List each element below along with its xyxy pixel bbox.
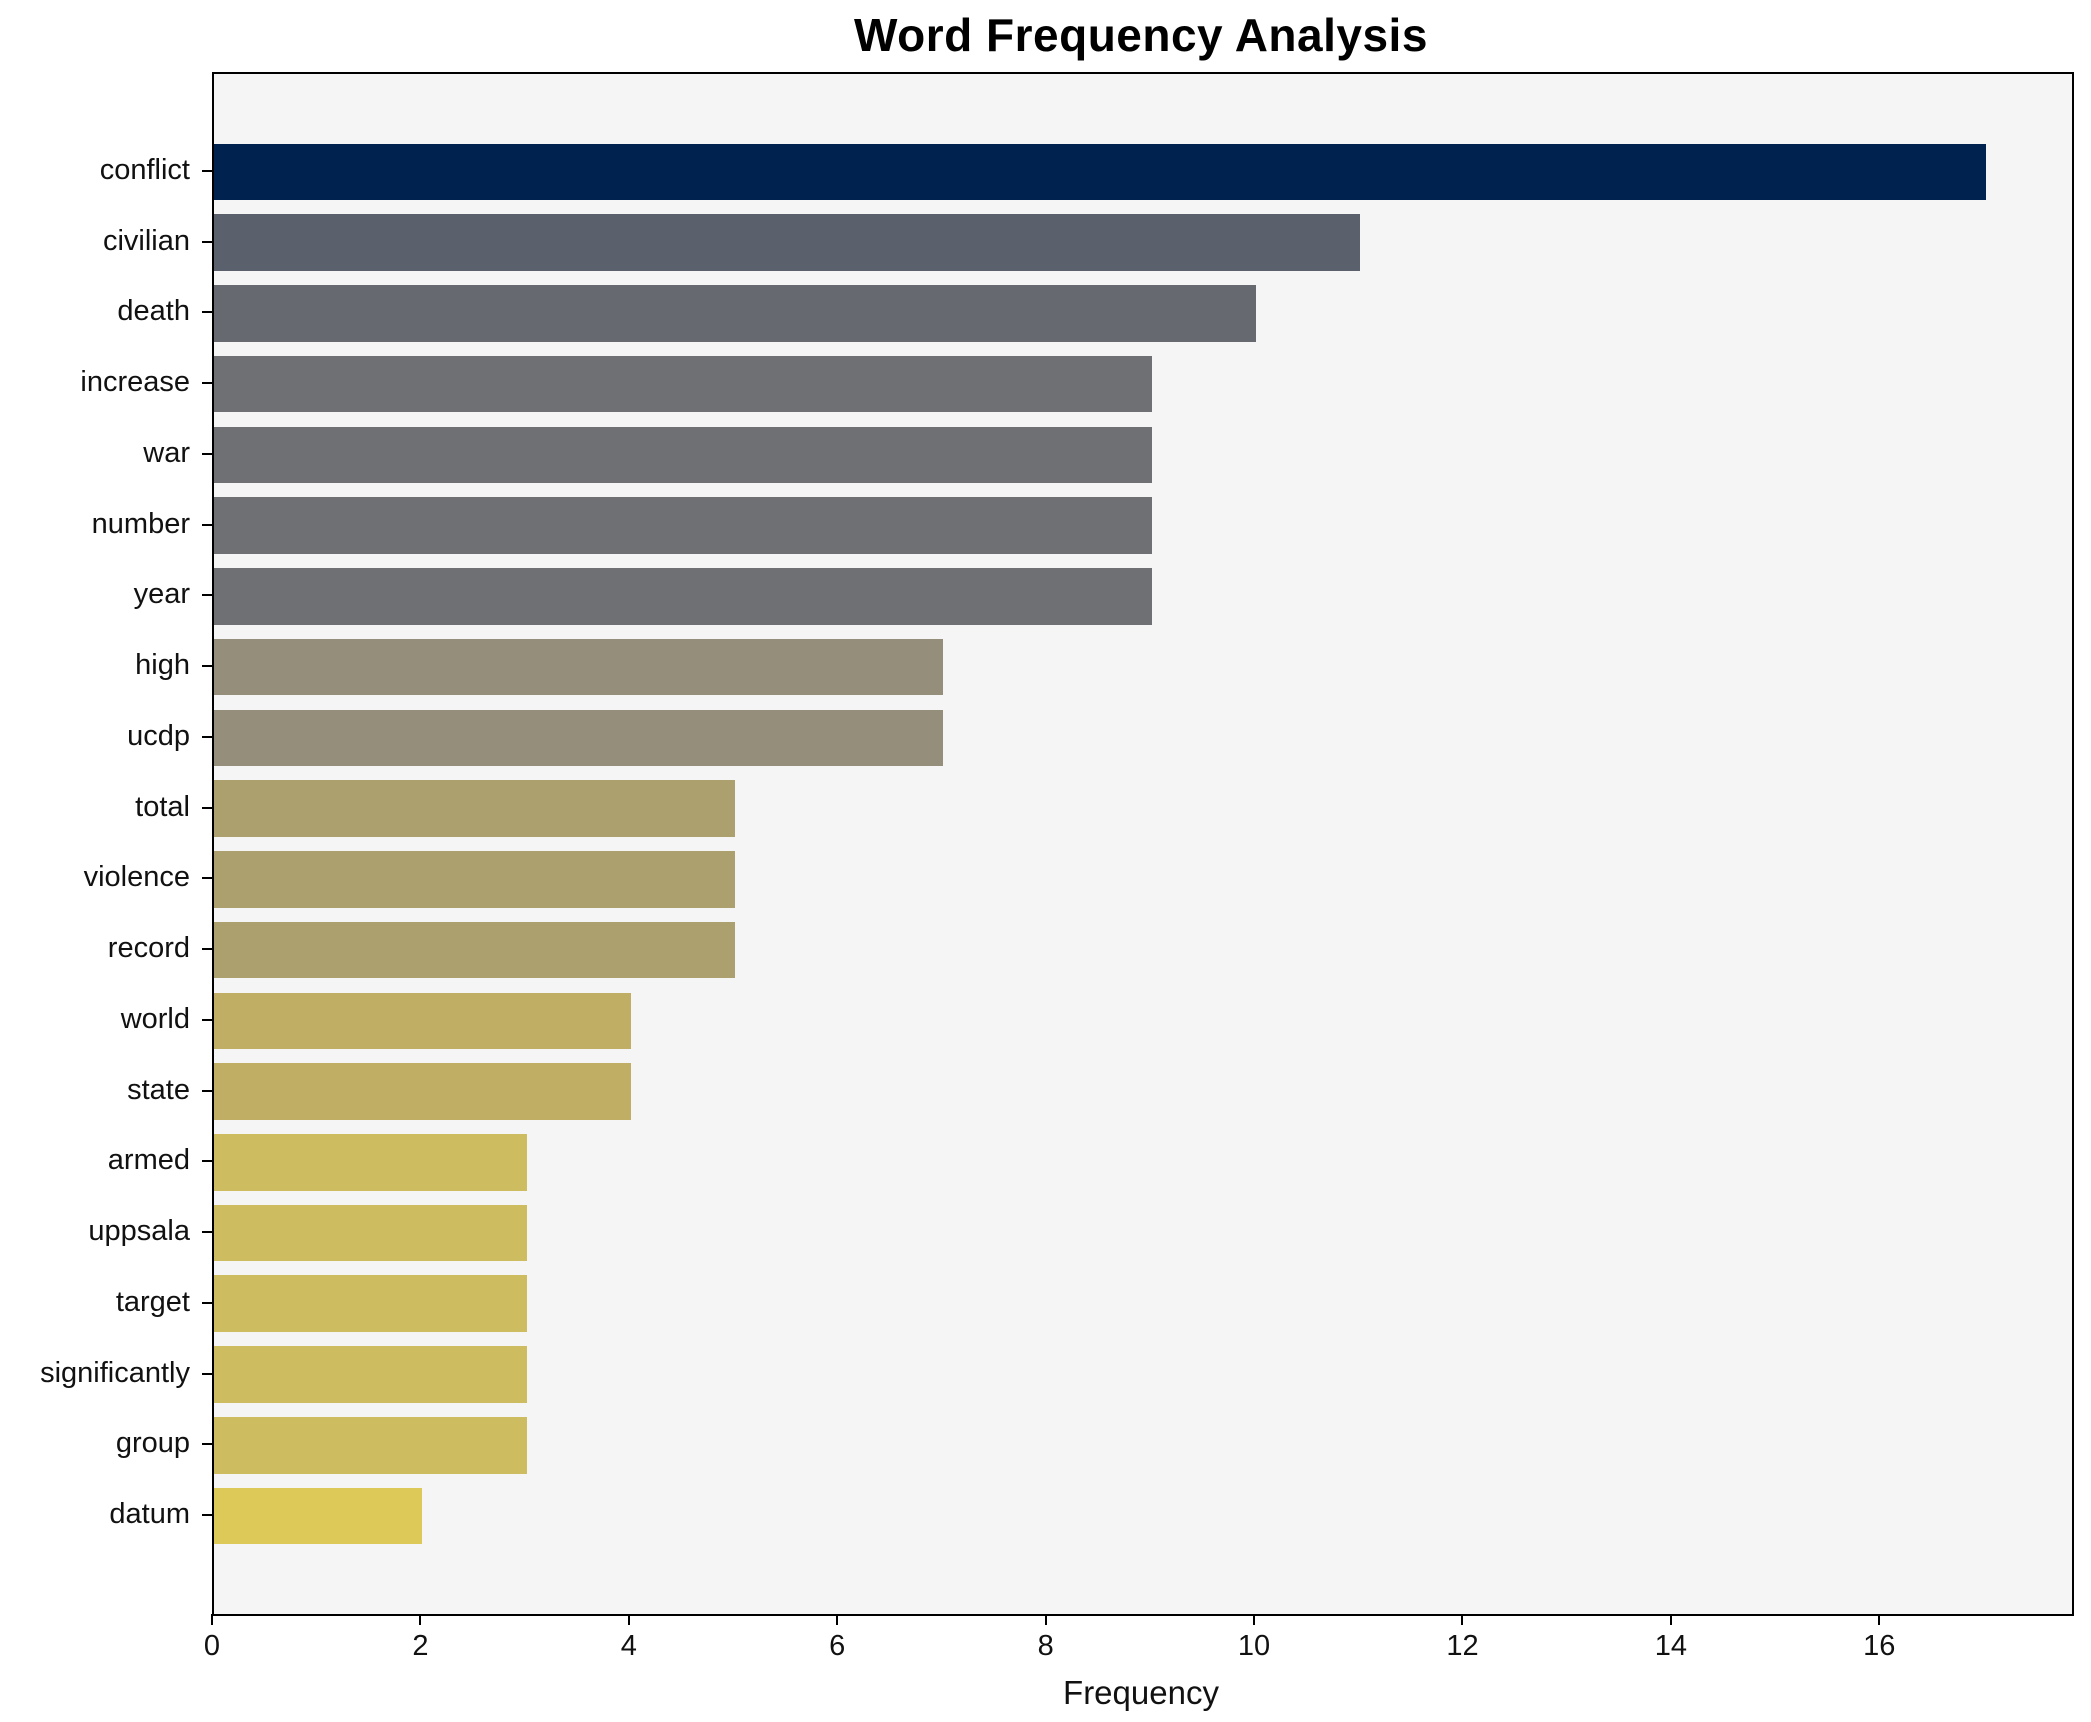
- bar-war: [214, 426, 1152, 484]
- y-tick-label-world: world: [120, 1002, 190, 1035]
- y-tick-mark: [202, 523, 212, 526]
- y-tick-mark: [202, 735, 212, 738]
- bar-datum: [214, 1487, 423, 1545]
- x-tick-mark: [1461, 1614, 1464, 1625]
- bar-increase: [214, 355, 1152, 413]
- y-tick-mark: [202, 311, 212, 314]
- x-tick-label-6: 6: [829, 1630, 846, 1662]
- bar-ucdp: [214, 709, 944, 767]
- y-tick-mark: [202, 1231, 212, 1234]
- y-tick-label-armed: armed: [107, 1144, 190, 1177]
- bar-number: [214, 497, 1152, 554]
- bar-group: [214, 1416, 527, 1474]
- y-tick-mark: [202, 1160, 212, 1163]
- y-tick-label-ucdp: ucdp: [127, 719, 190, 752]
- x-tick-label-0: 0: [203, 1630, 221, 1662]
- y-tick-mark: [202, 877, 212, 880]
- bar-target: [214, 1275, 527, 1333]
- y-tick-label-war: war: [143, 436, 190, 469]
- x-tick-mark: [1878, 1614, 1881, 1625]
- y-tick-mark: [202, 806, 212, 809]
- y-tick-label-death: death: [117, 295, 190, 328]
- bar-conflict: [214, 143, 1986, 201]
- y-tick-mark: [202, 452, 212, 455]
- bar-world: [214, 992, 631, 1050]
- x-tick-label-16: 16: [1863, 1630, 1896, 1662]
- bar-significantly: [214, 1346, 527, 1403]
- x-tick-mark: [627, 1614, 630, 1625]
- bar-civilian: [214, 214, 1361, 272]
- x-tick-mark: [836, 1614, 839, 1625]
- bar-record: [214, 921, 736, 979]
- x-tick-label-14: 14: [1654, 1630, 1687, 1662]
- y-tick-label-violence: violence: [83, 861, 190, 894]
- y-tick-mark: [202, 170, 212, 172]
- y-tick-label-target: target: [115, 1285, 190, 1318]
- y-tick-label-total: total: [135, 790, 190, 823]
- x-tick-mark: [211, 1614, 213, 1625]
- y-tick-label-state: state: [127, 1073, 190, 1106]
- y-tick-label-datum: datum: [109, 1498, 190, 1530]
- y-tick-mark: [202, 1018, 212, 1021]
- y-tick-mark: [202, 382, 212, 385]
- bar-uppsala: [214, 1204, 527, 1262]
- bar-violence: [214, 851, 736, 908]
- x-tick-mark: [1044, 1614, 1047, 1625]
- bar-year: [214, 568, 1152, 625]
- x-tick-label-10: 10: [1237, 1630, 1271, 1662]
- y-tick-label-high: high: [135, 649, 190, 682]
- y-tick-label-year: year: [133, 578, 190, 611]
- bar-high: [214, 638, 944, 696]
- x-tick-label-8: 8: [1037, 1630, 1054, 1662]
- x-tick-mark: [1669, 1614, 1672, 1625]
- bar-death: [214, 285, 1257, 342]
- y-tick-label-number: number: [91, 507, 190, 540]
- x-axis-label: Frequency: [1063, 1674, 1219, 1711]
- y-tick-label-group: group: [115, 1427, 190, 1460]
- x-tick-mark: [419, 1614, 422, 1625]
- chart-title: Word Frequency Analysis: [854, 9, 1428, 61]
- y-tick-label-significantly: significantly: [40, 1356, 190, 1389]
- x-tick-mark: [1253, 1614, 1256, 1625]
- y-tick-label-conflict: conflict: [99, 154, 190, 186]
- y-tick-mark: [202, 240, 212, 243]
- y-tick-mark: [202, 1089, 212, 1092]
- x-tick-label-2: 2: [412, 1630, 429, 1662]
- y-tick-mark: [202, 594, 212, 597]
- y-tick-mark: [202, 1514, 212, 1516]
- x-tick-label-4: 4: [620, 1630, 637, 1662]
- y-tick-mark: [202, 1372, 212, 1375]
- y-tick-mark: [202, 1301, 212, 1304]
- y-tick-label-uppsala: uppsala: [88, 1215, 190, 1248]
- y-tick-mark: [202, 665, 212, 668]
- x-tick-label-12: 12: [1446, 1630, 1479, 1662]
- y-tick-label-civilian: civilian: [102, 224, 190, 257]
- y-tick-label-increase: increase: [80, 366, 190, 399]
- bar-state: [214, 1063, 631, 1120]
- bar-armed: [214, 1134, 527, 1191]
- bar-total: [214, 780, 736, 837]
- plot-area: [212, 72, 2074, 1616]
- y-tick-label-record: record: [107, 932, 190, 965]
- y-tick-mark: [202, 1443, 212, 1446]
- y-tick-mark: [202, 948, 212, 951]
